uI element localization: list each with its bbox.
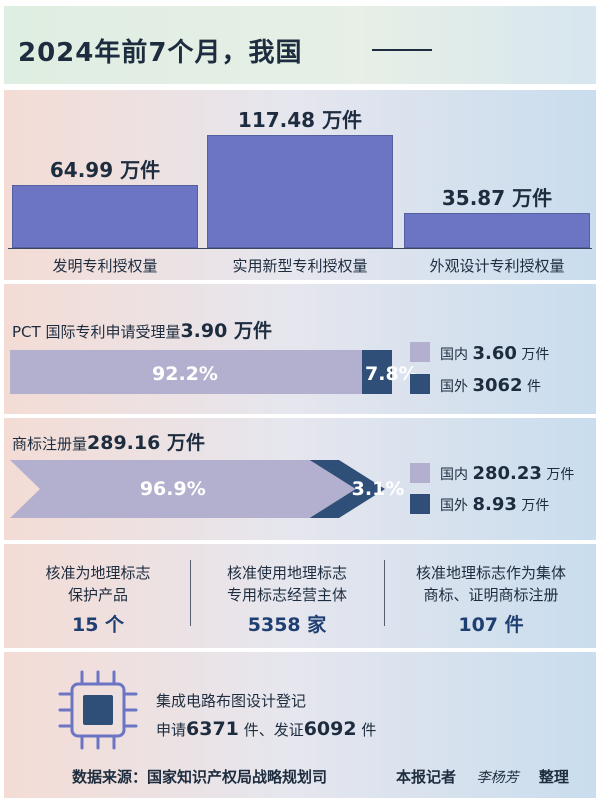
geo-stat-value-0: 15 个 bbox=[10, 610, 186, 637]
trademark-legend-foreign: 国外 8.93 万件 bbox=[440, 494, 549, 515]
bar-0 bbox=[12, 185, 198, 248]
trademark-legend-domestic: 国内 280.23 万件 bbox=[440, 463, 574, 484]
bar-value-0: 64.99 万件 bbox=[12, 154, 198, 183]
legend-foreign-swatch bbox=[410, 494, 430, 514]
geo-stat-label-1: 核准使用地理标志专用标志经营主体 bbox=[194, 562, 380, 606]
legend-domestic-swatch bbox=[410, 342, 430, 362]
geo-stat-label-0: 核准为地理标志保护产品 bbox=[10, 562, 186, 606]
pct-domestic-percent: 92.2% bbox=[152, 363, 218, 385]
legend-foreign-swatch bbox=[410, 374, 430, 394]
trademark-heading-value: 289.16 万件 bbox=[87, 432, 205, 454]
footer-reporter: 本报记者 李杨芳 整理 bbox=[396, 766, 569, 787]
bar-value-1: 117.48 万件 bbox=[207, 104, 393, 133]
ic-title: 集成电路布图设计登记 bbox=[156, 690, 306, 711]
pct-legend-foreign: 国外 3062 件 bbox=[440, 375, 541, 396]
geo-stat-label-2: 核准地理标志作为集体商标、证明商标注册 bbox=[388, 562, 594, 606]
trademark-heading: 商标注册量289.16 万件 bbox=[12, 428, 205, 455]
bar-value-2: 35.87 万件 bbox=[404, 182, 590, 211]
chip-icon bbox=[56, 668, 140, 752]
pct-heading-value: 3.90 万件 bbox=[180, 320, 272, 342]
ic-counts: 申请6371 件、发证6092 件 bbox=[156, 718, 376, 740]
bar-2 bbox=[404, 213, 590, 248]
bar-category-0: 发明专利授权量 bbox=[12, 255, 198, 276]
divider bbox=[190, 560, 191, 626]
bar-category-2: 外观设计专利授权量 bbox=[404, 255, 590, 276]
geo-stat-value-1: 5358 家 bbox=[194, 610, 380, 637]
pct-legend-domestic: 国内 3.60 万件 bbox=[440, 343, 549, 364]
legend-domestic-swatch bbox=[410, 463, 430, 483]
bar-category-1: 实用新型专利授权量 bbox=[207, 255, 393, 276]
divider bbox=[384, 560, 385, 626]
pct-heading: PCT 国际专利申请受理量3.90 万件 bbox=[12, 316, 272, 343]
bar-baseline bbox=[8, 248, 592, 249]
footer-source: 数据来源：国家知识产权局战略规划司 bbox=[72, 766, 327, 787]
trademark-domestic-percent: 96.9% bbox=[140, 478, 206, 500]
trademark-heading-label: 商标注册量 bbox=[12, 435, 87, 453]
trademark-foreign-percent: 3.1% bbox=[352, 478, 405, 500]
bar-1 bbox=[207, 135, 393, 248]
geo-stat-value-2: 107 件 bbox=[388, 610, 594, 637]
page-title: 2024年前7个月，我国 bbox=[18, 32, 302, 69]
pct-heading-label: PCT 国际专利申请受理量 bbox=[12, 323, 180, 341]
title-dash bbox=[372, 49, 432, 51]
